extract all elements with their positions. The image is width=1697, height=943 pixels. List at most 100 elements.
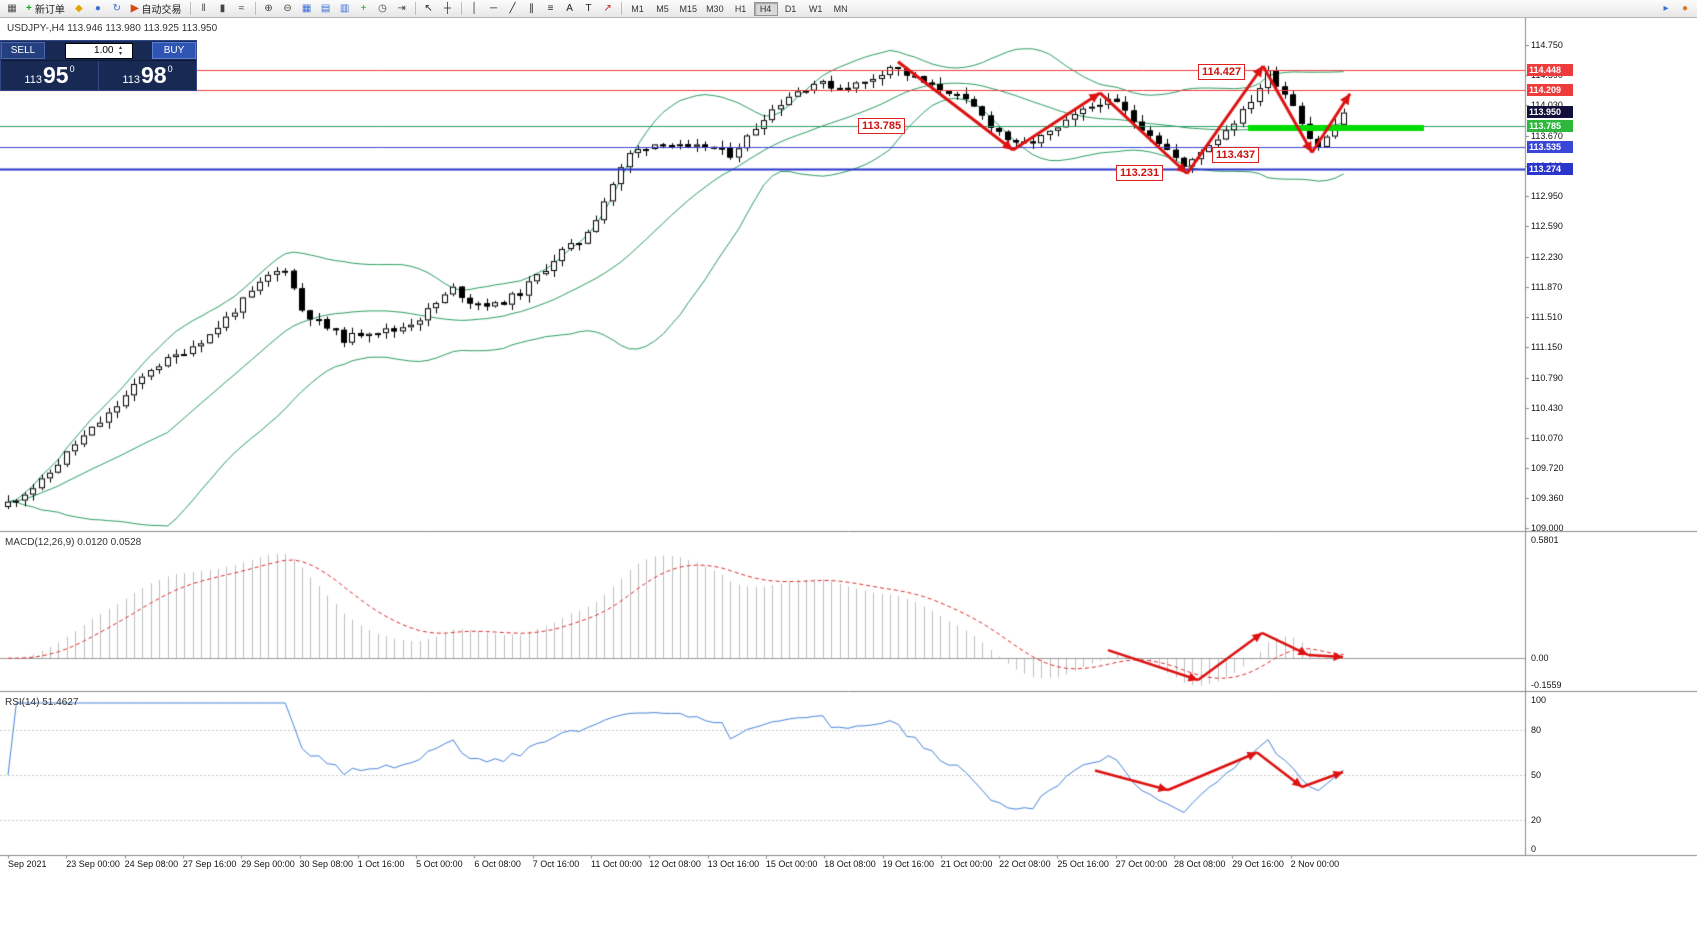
bar-chart-icon[interactable]: ‖ bbox=[201, 2, 206, 14]
date-label: 15 Oct 00:00 bbox=[765, 859, 818, 869]
macd-axis-label: 0.5801 bbox=[1531, 535, 1559, 545]
date-label: 25 Oct 16:00 bbox=[1057, 859, 1109, 869]
date-label: 21 Oct 00:00 bbox=[940, 859, 993, 869]
refresh-icon[interactable]: ↻ bbox=[112, 2, 122, 14]
price-tick-label: 111.510 bbox=[1531, 312, 1563, 323]
chart-shift-icon[interactable]: ⇥ bbox=[397, 2, 406, 14]
cascade-windows-icon[interactable]: ▤ bbox=[320, 2, 331, 14]
toolbar-separator bbox=[189, 2, 191, 15]
chart-canvas[interactable] bbox=[0, 18, 1697, 943]
price-tick-label: 114.030 bbox=[1531, 100, 1563, 110]
arrange-windows-icon[interactable]: ▥ bbox=[339, 2, 350, 14]
new-chart-icon[interactable]: ▦ bbox=[7, 2, 17, 14]
bid-price[interactable]: 113 95 0 bbox=[1, 61, 98, 90]
candlestick-chart-icon[interactable]: ▮ bbox=[219, 2, 226, 14]
crosshair-icon[interactable]: ┼ bbox=[444, 2, 452, 14]
timeframe-d1[interactable]: D1 bbox=[784, 3, 797, 14]
text-icon[interactable]: A bbox=[566, 2, 573, 14]
price-tick-label: 111.870 bbox=[1531, 281, 1563, 292]
sell-button[interactable]: SELL bbox=[1, 42, 45, 59]
macd-axis-label: 0.00 bbox=[1531, 653, 1549, 664]
label-icon[interactable]: T bbox=[585, 2, 592, 14]
chart-overlays: 114.750114.390114.030113.670113.310112.9… bbox=[0, 18, 1697, 943]
timeframe-m30[interactable]: M30 bbox=[706, 3, 724, 14]
toolbar: ▦ + 新订单 ◆ ● ↻ ▶ 自动交易 ‖ ▮ ≈ ⊕ ⊖ ▦ ▤ ▥ + ◷ ⇥ ↖ ┼ │ ─ ╱ ∥ ≡ A T ↗ M1 M5 M1… bbox=[0, 0, 1697, 18]
date-label: 29 Oct 16:00 bbox=[1232, 859, 1284, 869]
chart-stage: 114.750114.390114.030113.670113.310112.9… bbox=[0, 18, 1697, 943]
timeframe-w1[interactable]: W1 bbox=[808, 3, 823, 14]
ask-price-big: 98 bbox=[140, 62, 167, 88]
date-label: 27 Oct 00:00 bbox=[1115, 859, 1168, 869]
vertical-line-icon[interactable]: │ bbox=[471, 2, 478, 14]
ask-price[interactable]: 113 98 0 bbox=[99, 61, 196, 90]
date-label: 18 Oct 08:00 bbox=[824, 859, 876, 869]
price-tick-label: 112.590 bbox=[1531, 221, 1563, 232]
macd-label: MACD(12,26,9) 0.0120 0.0528 bbox=[5, 537, 142, 548]
bid-price-prefix: 113 bbox=[24, 74, 42, 86]
date-label: 22 Oct 08:00 bbox=[999, 859, 1051, 869]
date-label: 7 Oct 16:00 bbox=[532, 859, 580, 869]
timeframe-m15[interactable]: M15 bbox=[679, 3, 698, 14]
toolbar-separator bbox=[254, 2, 256, 15]
autotrading-button[interactable]: ▶ 自动交易 bbox=[130, 2, 182, 16]
metaeditor-icon[interactable]: ◆ bbox=[74, 2, 83, 14]
price-tick-label: 110.790 bbox=[1531, 372, 1563, 383]
price-annotation[interactable]: 113.785 bbox=[858, 118, 906, 135]
volume-down-button[interactable]: ▾ bbox=[118, 50, 122, 57]
price-divider bbox=[98, 61, 99, 90]
cursor-icon[interactable]: ↖ bbox=[424, 2, 433, 14]
indicators-icon[interactable]: + bbox=[360, 2, 367, 14]
price-annotation[interactable]: 114.427 bbox=[1198, 64, 1246, 81]
volume-input[interactable] bbox=[65, 45, 116, 56]
new-order-button[interactable]: + 新订单 bbox=[26, 2, 65, 16]
zoom-in-icon[interactable]: ⊕ bbox=[264, 2, 273, 14]
trendline-icon[interactable]: ╱ bbox=[509, 2, 516, 14]
zoom-out-icon[interactable]: ⊖ bbox=[283, 2, 292, 14]
bid-price-pip: 0 bbox=[69, 64, 75, 74]
chart-scroll-icon[interactable]: ▸ bbox=[1663, 2, 1669, 14]
price-annotation[interactable]: 113.437 bbox=[1212, 147, 1260, 164]
rsi-axis-label: 80 bbox=[1531, 725, 1542, 735]
price-tick-label: 109.720 bbox=[1531, 462, 1564, 473]
rsi-axis-label: 50 bbox=[1531, 770, 1542, 780]
ask-price-prefix: 113 bbox=[122, 74, 140, 86]
rsi-axis-label: 100 bbox=[1531, 695, 1547, 705]
price-tick-label: 114.750 bbox=[1531, 40, 1563, 50]
price-annotation[interactable]: 113.231 bbox=[1116, 164, 1164, 181]
timeframe-m5[interactable]: M5 bbox=[656, 3, 669, 14]
price-tick-label: 110.430 bbox=[1531, 402, 1563, 413]
volume-control: ▴ ▾ bbox=[45, 42, 152, 59]
channel-icon[interactable]: ∥ bbox=[529, 2, 535, 14]
price-tick-label: 110.070 bbox=[1531, 433, 1563, 444]
price-tick-label: 109.360 bbox=[1531, 492, 1564, 503]
line-chart-icon[interactable]: ≈ bbox=[238, 2, 245, 14]
period-icon[interactable]: ◷ bbox=[378, 2, 387, 14]
price-label-114.209: 114.209 bbox=[1527, 84, 1573, 97]
date-label: 1 Oct 16:00 bbox=[357, 859, 405, 869]
rsi-label: RSI(14) 51.4627 bbox=[5, 697, 79, 708]
tile-windows-icon[interactable]: ▦ bbox=[301, 2, 312, 14]
ask-price-pip: 0 bbox=[167, 64, 173, 74]
price-label-113.535: 113.535 bbox=[1527, 141, 1573, 154]
price-tick-label: 112.230 bbox=[1531, 251, 1563, 262]
timeframe-h4[interactable]: H4 bbox=[753, 1, 778, 16]
community-icon[interactable]: ● bbox=[94, 2, 101, 14]
fibonacci-icon[interactable]: ≡ bbox=[547, 2, 554, 14]
toolbar-separator bbox=[460, 2, 462, 15]
toolbar-separator bbox=[620, 2, 622, 15]
volume-up-button[interactable]: ▴ bbox=[118, 44, 122, 51]
buy-button[interactable]: BUY bbox=[152, 42, 196, 59]
horizontal-line-icon[interactable]: ─ bbox=[490, 2, 498, 14]
timeframe-mn[interactable]: MN bbox=[833, 3, 848, 14]
date-label: 2 Nov 00:00 bbox=[1290, 859, 1340, 869]
date-label: 27 Sep 16:00 bbox=[182, 859, 237, 869]
date-label: 30 Sep 08:00 bbox=[299, 859, 354, 869]
notifications-icon[interactable]: ● bbox=[1681, 2, 1689, 14]
one-click-trading-panel: SELL ▴ ▾ BUY 113 95 0 113 9 bbox=[0, 40, 197, 91]
date-label: 13 Oct 16:00 bbox=[707, 859, 760, 869]
price-tick-label: 109.000 bbox=[1531, 523, 1564, 533]
timeframe-m1[interactable]: M1 bbox=[631, 3, 644, 14]
timeframe-h1[interactable]: H1 bbox=[734, 3, 747, 14]
arrows-icon[interactable]: ↗ bbox=[603, 2, 612, 14]
